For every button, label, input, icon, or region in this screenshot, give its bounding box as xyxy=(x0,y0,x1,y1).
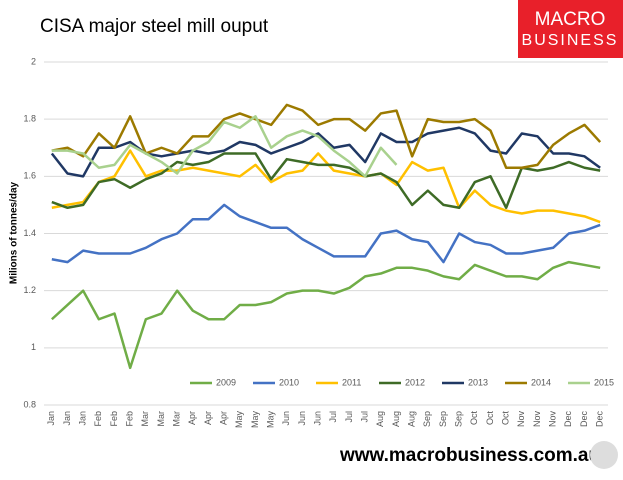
legend-label: 2012 xyxy=(405,377,425,387)
line-series xyxy=(51,115,398,178)
line-series xyxy=(50,260,601,370)
legend-label: 2011 xyxy=(342,377,361,387)
x-tick-label: Jul xyxy=(360,411,370,423)
x-tick-label: Mar xyxy=(172,411,182,427)
logo-text: BUSINESS xyxy=(522,32,619,49)
x-tick-label: Apr xyxy=(203,411,213,425)
line-series xyxy=(51,203,601,264)
x-tick-label: Sep xyxy=(438,411,448,427)
legend-label: 2014 xyxy=(531,377,551,387)
line-series xyxy=(51,152,601,210)
x-tick-label: Apr xyxy=(219,411,229,425)
legend-label: 2010 xyxy=(279,377,299,387)
line-series xyxy=(51,149,601,224)
x-tick-label: Jun xyxy=(281,411,291,426)
x-tick-label: Jun xyxy=(313,411,323,426)
x-tick-label: Nov xyxy=(548,411,558,428)
x-tick-label: Mar xyxy=(156,411,166,427)
logo-text: MACRO xyxy=(535,9,606,30)
x-tick-label: Aug xyxy=(391,411,401,427)
y-tick-label: 1.4 xyxy=(23,228,36,238)
x-tick-label: Jan xyxy=(78,411,88,426)
x-tick-label: Aug xyxy=(375,411,385,427)
logo-box xyxy=(518,0,623,58)
y-tick-label: 1.8 xyxy=(23,114,36,124)
y-tick-label: 2 xyxy=(31,56,36,66)
x-tick-label: Feb xyxy=(93,411,103,427)
x-tick-label: Oct xyxy=(501,411,511,426)
x-tick-label: Dec xyxy=(563,411,573,428)
x-tick-label: Feb xyxy=(125,411,135,427)
x-tick-label: Jul xyxy=(344,411,354,423)
y-tick-label: 1 xyxy=(31,342,36,352)
footer-url: www.macrobusiness.com.au xyxy=(339,445,600,466)
x-tick-label: Dec xyxy=(579,411,589,428)
x-tick-label: Feb xyxy=(109,411,119,427)
y-tick-label: 1.2 xyxy=(23,285,36,295)
x-tick-label: Jun xyxy=(297,411,307,426)
legend-label: 2009 xyxy=(216,377,236,387)
x-tick-label: Sep xyxy=(422,411,432,427)
x-tick-label: Aug xyxy=(407,411,417,427)
x-tick-label: Jan xyxy=(46,411,56,426)
x-tick-label: Jan xyxy=(62,411,72,426)
x-tick-label: Nov xyxy=(516,411,526,428)
line-series xyxy=(50,126,601,178)
line-series xyxy=(51,103,602,170)
x-tick-label: Sep xyxy=(454,411,464,427)
y-tick-label: 1.6 xyxy=(23,171,36,181)
x-tick-label: May xyxy=(250,411,260,429)
legend-label: 2015 xyxy=(594,377,614,387)
x-tick-label: Oct xyxy=(469,411,479,426)
chart-title: CISA major steel mill ouput xyxy=(40,16,269,37)
x-tick-label: Oct xyxy=(485,411,495,426)
logo-icon xyxy=(590,441,618,469)
x-tick-label: Jul xyxy=(328,411,338,423)
y-axis-label: Milions of tonnes/day xyxy=(9,181,20,284)
x-tick-label: May xyxy=(266,411,276,429)
x-tick-label: May xyxy=(234,411,244,429)
y-tick-label: 0.8 xyxy=(23,399,36,409)
x-tick-label: Mar xyxy=(140,411,150,427)
legend-label: 2013 xyxy=(468,377,488,387)
x-tick-label: Apr xyxy=(187,411,197,425)
x-tick-label: Nov xyxy=(532,411,542,428)
x-tick-label: Dec xyxy=(595,411,605,428)
